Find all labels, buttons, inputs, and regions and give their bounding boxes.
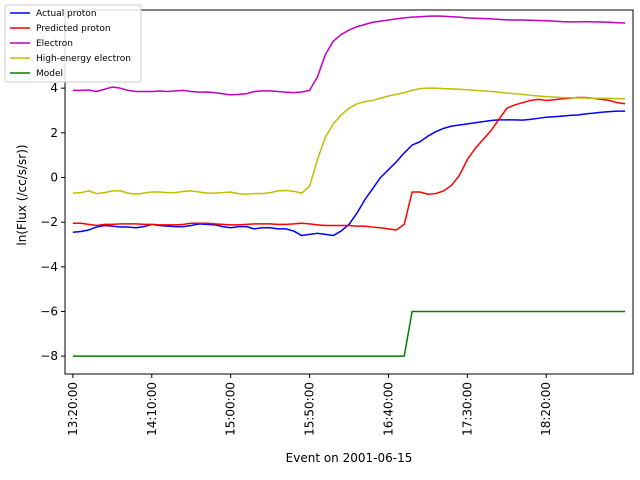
y-tick-label: −8 [40, 349, 58, 363]
series-layer [72, 15, 626, 357]
y-axis-label: ln(Flux (/cc/s/sr)) [15, 144, 29, 245]
series-line-predicted-proton [72, 96, 626, 231]
legend-box [4, 4, 142, 83]
x-axis: 13:20:00 14:10:00 15:00:00 15:50:00 16:40:00… [66, 374, 553, 436]
series-line-high-energy-electron [72, 87, 626, 195]
plot-frame [64, 9, 634, 375]
x-tick-label: 18:20:00 [539, 382, 553, 436]
y-axis: −8 −6 −4 −2 0 2 4 [40, 81, 65, 363]
x-tick-label: 17:30:00 [460, 382, 474, 436]
legend-label-electron: Electron [36, 39, 73, 49]
x-tick-label: 15:00:00 [224, 382, 238, 436]
legend-label-model: Model [36, 69, 63, 79]
legend-label-actual-proton: Actual proton [36, 9, 97, 19]
legend: Actual proton Predicted proton Electron Hig… [4, 4, 142, 83]
x-tick-label: 16:40:00 [381, 382, 395, 436]
series-line-model [72, 310, 626, 357]
y-tick-label: −4 [40, 260, 58, 274]
x-tick-label: 13:20:00 [66, 382, 80, 436]
y-tick-label: −6 [40, 304, 58, 318]
legend-label-high-energy-electron: High-energy electron [36, 54, 131, 64]
y-tick-label: 2 [50, 126, 58, 140]
y-tick-label: −2 [40, 215, 58, 229]
series-line-electron [72, 15, 626, 96]
y-tick-label: 0 [50, 170, 58, 184]
x-tick-label: 14:10:00 [145, 382, 159, 436]
legend-label-predicted-proton: Predicted proton [36, 24, 111, 34]
series-line-actual-proton [72, 110, 626, 237]
y-tick-label: 4 [50, 81, 58, 95]
x-tick-label: 15:50:00 [303, 382, 317, 436]
x-axis-label: Event on 2001-06-15 [286, 451, 413, 465]
